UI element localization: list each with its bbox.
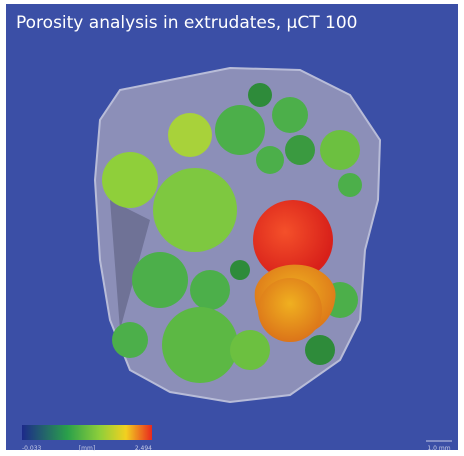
- colorbar-unit: [mm]: [79, 445, 95, 452]
- colorbar-min: -0.033: [22, 445, 42, 452]
- specimen: [95, 68, 380, 402]
- colorbar: [22, 425, 152, 440]
- screenshot: Porosity analysis in extrudates, μCT 100: [0, 0, 464, 456]
- scale-bar-label: 1.0 mm: [427, 445, 450, 452]
- title: Porosity analysis in extrudates, μCT 100: [16, 13, 357, 33]
- colorbar-max: 2.494: [135, 445, 152, 452]
